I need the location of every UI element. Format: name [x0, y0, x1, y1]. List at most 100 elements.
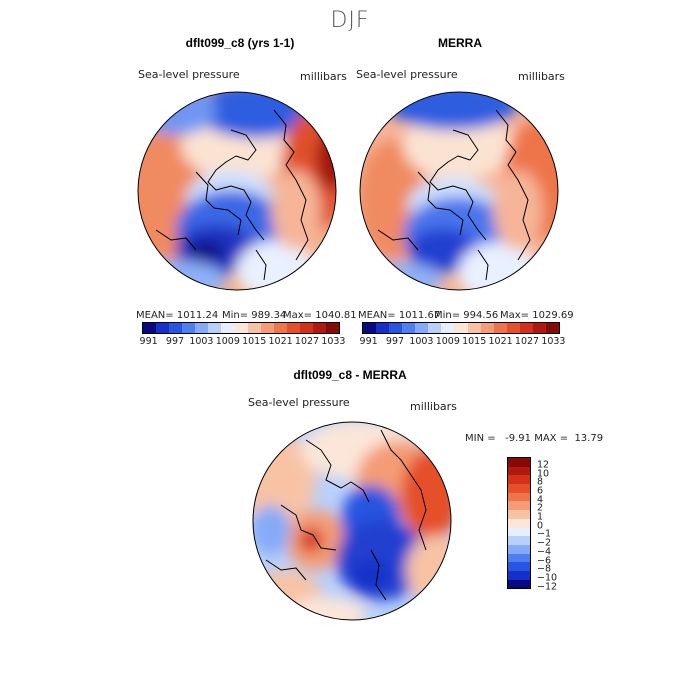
colorbar-swatch	[441, 323, 455, 333]
colorbar-swatch	[169, 323, 183, 333]
colorbar-swatch	[545, 323, 559, 333]
difference-colorbar-tick-label: 12	[537, 459, 550, 471]
difference-colorbar-swatch	[508, 579, 530, 589]
panel-3-title: dflt099_c8 - MERRA	[293, 368, 407, 382]
colorbar-swatch	[299, 323, 313, 333]
panel-1-title: dflt099_c8 (yrs 1-1)	[185, 36, 295, 50]
colorbar-swatch	[260, 323, 274, 333]
difference-colorbar-swatch	[508, 466, 530, 476]
colorbar-swatch	[415, 323, 429, 333]
colorbar-tick-label: 1021	[488, 336, 513, 347]
panel-2-units: millibars	[518, 70, 565, 83]
difference-colorbar-tick-label: −6	[537, 555, 552, 567]
difference-colorbar-tick-label: 1	[537, 511, 544, 523]
difference-colorbar-tick-label: −4	[537, 546, 552, 558]
difference-colorbar-tick-label: 4	[537, 494, 544, 506]
panel-2-polar-map	[359, 91, 559, 291]
panel-1-units: millibars	[300, 70, 347, 83]
colorbar-swatch	[402, 323, 416, 333]
difference-colorbar-swatch	[508, 527, 530, 537]
colorbar-swatch	[325, 323, 339, 333]
colorbar-swatch	[195, 323, 209, 333]
difference-colorbar-tick-label: 10	[537, 468, 550, 480]
colorbar-swatch	[389, 323, 403, 333]
colorbar-ticks: 991 997 1003 1009 1015 1021 1027 1033	[139, 334, 346, 347]
panel-2-min: Min= 994.56	[434, 310, 499, 321]
colorbar-tick-label: 1003	[189, 336, 214, 347]
difference-colorbar-swatch	[508, 475, 530, 485]
difference-colorbar-ticks: 12 10 8 6 4 2 1 0 −1 −2 −4 −6 −8 −10 −12	[537, 457, 577, 593]
colorbar-tick-label: 1021	[268, 336, 293, 347]
difference-colorbar-tick-label: −8	[537, 563, 552, 575]
difference-colorbar-tick-label: 2	[537, 502, 544, 514]
panel-2-title: MERRA	[438, 36, 482, 50]
colorbar-ticks: 991 997 1003 1009 1015 1021 1027 1033	[359, 334, 566, 347]
difference-colorbar-swatch	[508, 492, 530, 502]
colorbar-swatch	[182, 323, 196, 333]
colorbar-tick-label: 1009	[435, 336, 460, 347]
colorbar-tick-label: 997	[165, 336, 185, 347]
difference-colorbar-swatch	[508, 562, 530, 571]
colorbar-tick-label: 1033	[541, 336, 566, 347]
panel-3-minmax: MIN = -9.91 MAX = 13.79	[465, 433, 604, 444]
colorbar-swatch	[286, 323, 300, 333]
colorbar-swatch	[143, 323, 157, 333]
colorbar-swatch	[467, 323, 481, 333]
panel-1-polar-map	[137, 91, 337, 291]
colorbar-swatch	[506, 323, 520, 333]
colorbar-tick-label: 997	[385, 336, 405, 347]
colorbar-swatch	[532, 323, 546, 333]
panel-1-max: Max= 1040.81	[283, 310, 357, 321]
season-title: DJF	[330, 8, 370, 33]
colorbar-swatch	[273, 323, 287, 333]
colorbar-tick-label: 991	[139, 336, 158, 347]
difference-colorbar-tick-label: 6	[537, 485, 544, 497]
panel-2-max: Max= 1029.69	[500, 310, 574, 321]
colorbar-swatch	[363, 323, 377, 333]
colorbar-tick-label: 1015	[242, 336, 267, 347]
panel-1-min: Min= 989.34	[222, 310, 287, 321]
colorbar-swatch	[480, 323, 494, 333]
panel-2-variable: Sea-level pressure	[356, 68, 458, 81]
colorbar-swatch	[156, 323, 170, 333]
difference-colorbar-tick-label: 0	[537, 520, 544, 532]
difference-colorbar-tick-label: −2	[537, 537, 552, 549]
colorbar-swatch	[519, 323, 533, 333]
difference-colorbar-swatch	[508, 536, 530, 545]
panel-3-polar-map	[252, 421, 452, 621]
difference-colorbar-swatch	[508, 518, 530, 528]
colorbar-swatches	[142, 322, 340, 334]
colorbar-swatches	[362, 322, 560, 334]
colorbar-tick-label: 1027	[514, 336, 540, 347]
colorbar-tick-label: 991	[359, 336, 378, 347]
panel-3-units: millibars	[410, 400, 457, 413]
panel-3-variable: Sea-level pressure	[248, 396, 350, 409]
difference-colorbar-swatch	[508, 484, 530, 493]
difference-colorbar-swatch	[508, 510, 530, 519]
panel-1-colorbar: 991 997 1003 1009 1015 1021 1027 1033	[139, 322, 346, 347]
colorbar-swatch	[454, 323, 468, 333]
colorbar-swatch	[493, 323, 507, 333]
panel-2-colorbar: 991 997 1003 1009 1015 1021 1027 1033	[359, 322, 566, 347]
difference-colorbar-swatch	[508, 544, 530, 554]
panel-1-mean: MEAN= 1011.24	[136, 310, 219, 321]
colorbar-tick-label: 1009	[215, 336, 240, 347]
difference-colorbar-tick-label: −10	[537, 572, 558, 584]
difference-colorbar-swatch	[508, 501, 530, 511]
difference-colorbar-swatch	[508, 553, 530, 563]
colorbar-tick-label: 1027	[294, 336, 320, 347]
colorbar-swatch	[376, 323, 390, 333]
colorbar-tick-label: 1015	[462, 336, 487, 347]
difference-colorbar-tick-label: −1	[537, 528, 552, 540]
difference-colorbar	[507, 457, 531, 590]
colorbar-swatch	[208, 323, 222, 333]
panel-2-mean: MEAN= 1011.67	[358, 310, 441, 321]
colorbar-tick-label: 1003	[409, 336, 434, 347]
difference-colorbar-tick-label: −12	[537, 581, 558, 593]
panel-1-variable: Sea-level pressure	[138, 68, 240, 81]
colorbar-tick-label: 1033	[321, 336, 346, 347]
colorbar-swatch	[247, 323, 261, 333]
difference-colorbar-swatch	[508, 458, 530, 467]
difference-colorbar-tick-label: 8	[537, 476, 544, 488]
colorbar-swatch	[221, 323, 235, 333]
